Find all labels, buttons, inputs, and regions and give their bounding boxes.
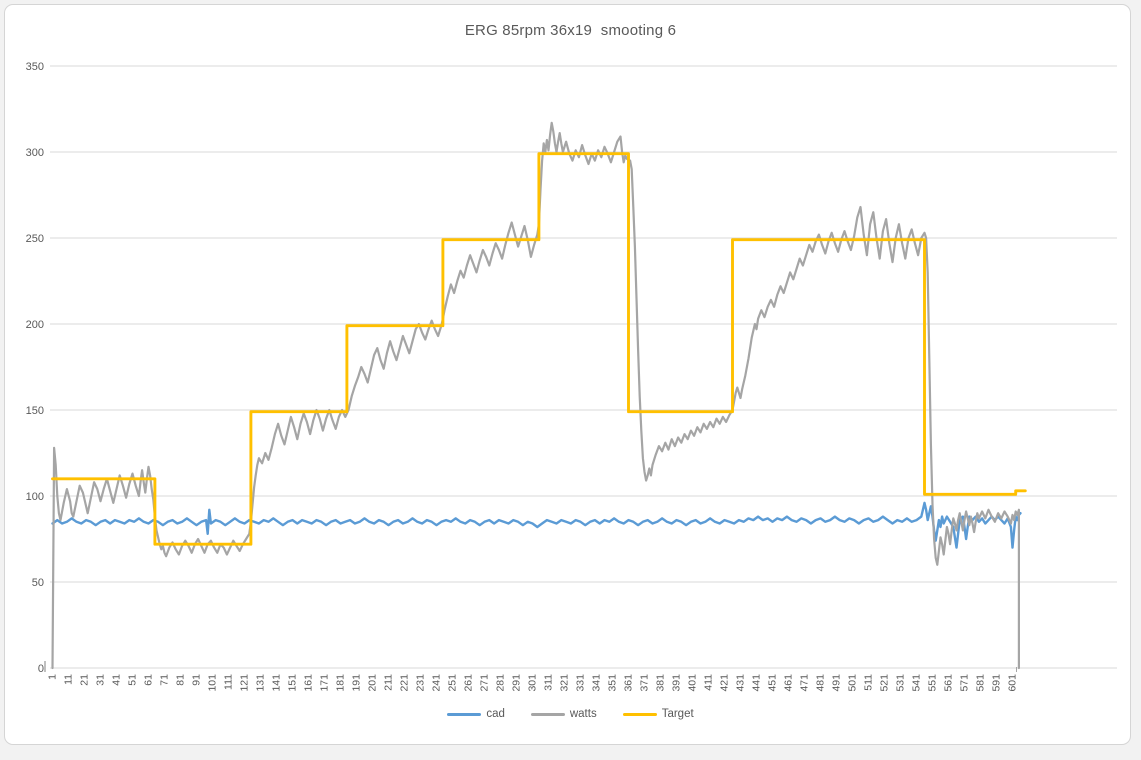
gridlines [44,65,1117,672]
svg-text:401: 401 [687,674,699,692]
svg-text:251: 251 [447,674,459,692]
svg-text:521: 521 [879,674,891,692]
series-target-line[interactable] [51,152,1027,546]
svg-text:161: 161 [303,674,315,692]
svg-text:451: 451 [767,674,779,692]
svg-text:481: 481 [815,674,827,692]
svg-text:541: 541 [911,674,923,692]
cad-line-swatch-icon [447,712,482,716]
svg-text:191: 191 [351,674,363,692]
svg-text:331: 331 [575,674,587,692]
svg-text:531: 531 [895,674,907,692]
svg-text:601: 601 [1007,674,1019,692]
svg-text:261: 261 [463,674,475,692]
svg-text:591: 591 [991,674,1003,692]
svg-text:61: 61 [143,674,155,686]
svg-text:381: 381 [655,674,667,692]
svg-text:350: 350 [26,61,44,73]
svg-text:101: 101 [207,674,219,692]
svg-text:411: 411 [703,674,715,691]
series-watts-line[interactable] [51,121,1021,670]
svg-text:321: 321 [559,674,571,692]
legend-item-target[interactable]: Target [622,708,694,720]
svg-text:121: 121 [239,674,251,692]
svg-text:201: 201 [367,674,379,692]
svg-text:561: 561 [943,674,955,692]
svg-text:141: 141 [271,674,283,692]
svg-text:131: 131 [255,674,267,692]
svg-text:41: 41 [111,674,123,686]
svg-text:271: 271 [479,674,491,692]
svg-text:471: 471 [799,674,811,692]
svg-text:421: 421 [719,674,731,692]
svg-text:551: 551 [927,674,939,692]
svg-text:250: 250 [26,233,44,245]
svg-text:281: 281 [495,674,507,692]
chart-title[interactable]: ERG 85rpm 36x19 smooting 6 [464,22,677,39]
svg-text:50: 50 [32,577,44,589]
svg-text:100: 100 [26,491,44,503]
watts-line-swatch-icon [530,712,565,716]
legend-label-target: Target [661,708,694,720]
svg-text:461: 461 [783,674,795,692]
svg-text:301: 301 [527,674,539,692]
svg-text:151: 151 [287,674,299,692]
svg-text:511: 511 [863,674,875,691]
svg-text:21: 21 [79,674,91,686]
legend-item-cad[interactable]: cad [447,708,505,720]
svg-text:1: 1 [47,674,59,680]
legend-label-cad: cad [486,708,505,720]
svg-text:311: 311 [543,674,555,691]
svg-text:51: 51 [127,674,139,686]
svg-text:291: 291 [511,674,523,692]
chart-canvas[interactable] [4,4,1131,745]
svg-text:150: 150 [26,405,44,417]
svg-text:181: 181 [335,674,347,692]
legend: cad watts Target [0,708,1141,720]
svg-text:300: 300 [26,147,44,159]
legend-label-watts: watts [569,708,597,720]
svg-text:491: 491 [831,674,843,692]
svg-text:371: 371 [639,674,651,692]
svg-text:431: 431 [735,674,747,692]
svg-text:91: 91 [191,674,203,686]
target-line-swatch-icon [622,712,657,716]
svg-text:391: 391 [671,674,683,692]
svg-text:81: 81 [175,674,187,686]
svg-text:31: 31 [95,674,107,686]
x-axis-labels[interactable]: 1 11 21 31 41 51 61 71 81 91 101 111 121 131 141 151 161… [47,674,1019,692]
svg-text:231: 231 [415,674,427,692]
svg-text:71: 71 [159,674,171,686]
svg-text:11: 11 [63,674,75,685]
svg-text:341: 341 [591,674,603,692]
svg-text:241: 241 [431,674,443,692]
svg-text:221: 221 [399,674,411,692]
svg-text:581: 581 [975,674,987,692]
svg-text:351: 351 [607,674,619,692]
svg-text:111: 111 [223,674,235,690]
svg-text:0: 0 [38,663,44,675]
svg-text:171: 171 [319,674,331,692]
svg-text:211: 211 [383,674,395,691]
svg-text:441: 441 [751,674,763,692]
svg-text:361: 361 [623,674,635,692]
svg-text:501: 501 [847,674,859,692]
legend-item-watts[interactable]: watts [530,708,597,720]
y-axis-labels[interactable]: 0 50 100 150 200 250 300 350 [26,61,44,675]
svg-text:571: 571 [959,674,971,692]
svg-text:200: 200 [26,319,44,331]
